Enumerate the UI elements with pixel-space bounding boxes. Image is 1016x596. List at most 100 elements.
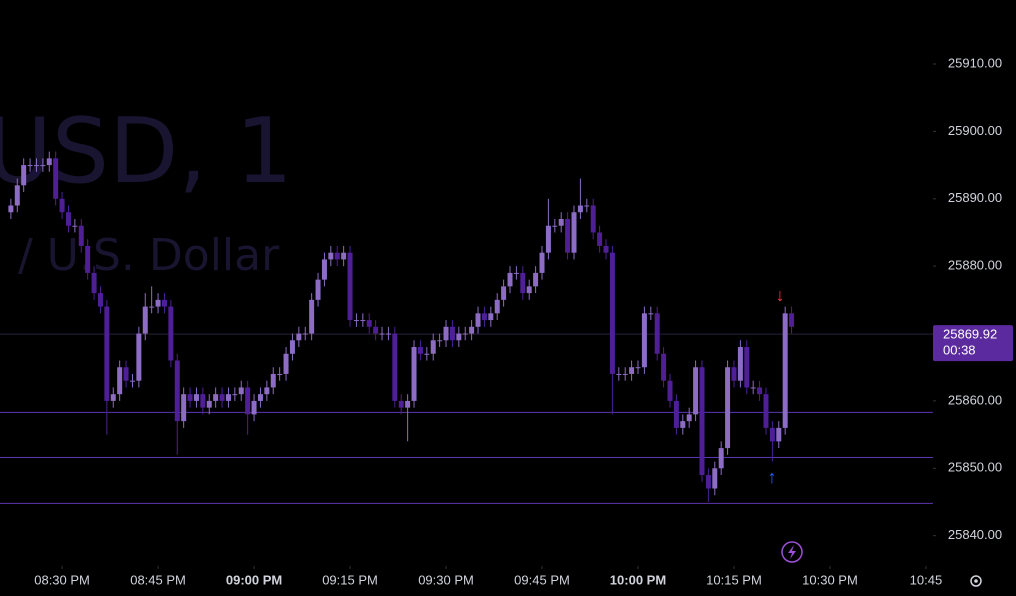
candle-body: [590, 205, 596, 233]
x-tick-label: 10:45: [910, 572, 943, 587]
candle-body: [411, 347, 417, 401]
candle-body: [405, 400, 411, 408]
x-tick-label: 08:45 PM: [130, 572, 186, 587]
candle-body: [469, 326, 475, 334]
candle-body: [456, 333, 462, 341]
candle-body: [635, 367, 641, 369]
candle-body: [181, 394, 187, 422]
candle-body: [129, 380, 135, 382]
candle-body: [705, 475, 711, 489]
candle-body: [321, 259, 327, 280]
candle-body: [398, 400, 404, 408]
plot-area: [0, 151, 933, 504]
candle-body: [699, 367, 705, 476]
candle-body: [14, 185, 20, 206]
candle-body: [597, 232, 603, 246]
candle-body: [565, 218, 571, 253]
watermark-description: / U.S. Dollar: [18, 230, 280, 281]
candle-body: [737, 347, 743, 381]
candle-body: [763, 394, 769, 428]
candle-body: [232, 394, 238, 396]
candle-body: [750, 387, 756, 389]
candle-body: [648, 313, 654, 315]
candle-body: [40, 165, 46, 167]
candle-body: [238, 387, 244, 395]
candle-body: [213, 394, 219, 401]
candle-body: [200, 394, 206, 408]
candle-body: [8, 205, 14, 213]
y-tick-label: 25840.00: [948, 527, 1002, 542]
candle-body: [110, 394, 116, 401]
candle-body: [85, 245, 91, 273]
candle-body: [347, 252, 353, 321]
candle-body: [622, 373, 628, 375]
candle-body: [289, 340, 295, 354]
price-label-box: [933, 325, 1013, 362]
x-tick-label: 08:30 PM: [34, 572, 90, 587]
candle-body: [654, 313, 660, 354]
candle-body: [616, 373, 622, 375]
y-tick-label: 25890.00: [948, 190, 1002, 205]
y-tick-label: 25920.00: [948, 0, 1002, 3]
candle-body: [545, 225, 551, 253]
candle-body: [174, 360, 180, 422]
lightning-icon[interactable]: [781, 541, 803, 563]
watermark-symbol: USD, 1: [0, 99, 293, 204]
buy-arrow: ↑: [768, 467, 777, 487]
candle-body: [789, 313, 795, 327]
candle-body: [609, 252, 615, 374]
settings-icon[interactable]: [970, 575, 982, 587]
candle-body: [501, 286, 507, 300]
candle-body: [149, 306, 155, 308]
candle-body: [353, 320, 359, 322]
x-tick-label: 09:45 PM: [514, 572, 570, 587]
candle-body: [629, 367, 635, 374]
candle-body: [296, 333, 302, 341]
candle-body: [53, 158, 59, 199]
candle-body: [360, 320, 366, 322]
candle-body: [257, 394, 263, 401]
candle-body: [97, 293, 103, 307]
candle-body: [661, 353, 667, 381]
candle-body: [91, 272, 97, 294]
candle-body: [341, 252, 347, 260]
candle-body: [373, 326, 379, 334]
candle-body: [328, 252, 334, 260]
candle-body: [117, 367, 123, 395]
candle-body: [27, 165, 33, 167]
candle-body: [168, 306, 174, 361]
candle-body: [277, 373, 283, 375]
candle-body: [725, 367, 731, 449]
candle-body: [571, 212, 577, 253]
candle-body: [264, 387, 270, 395]
candle-body: [270, 373, 276, 388]
y-tick-label: 25850.00: [948, 460, 1002, 475]
candle-body: [21, 165, 27, 186]
candle-body: [437, 340, 443, 342]
candle-body: [641, 313, 647, 368]
candle-body: [302, 333, 308, 335]
candle-body: [558, 218, 564, 226]
candle-body: [206, 400, 212, 408]
candle-body: [488, 313, 494, 321]
candle-body: [481, 313, 487, 321]
candle-body: [526, 286, 532, 294]
y-tick-label: 25860.00: [948, 392, 1002, 407]
candle-body: [584, 205, 590, 207]
candle-body: [366, 320, 372, 327]
candle-body: [104, 306, 110, 401]
candle-body: [46, 158, 52, 166]
x-tick-label: 10:30 PM: [802, 572, 858, 587]
x-tick-label: 09:00 PM: [226, 572, 282, 587]
candle-body: [667, 380, 673, 401]
candle-body: [72, 225, 78, 227]
y-tick-label: 25910.00: [948, 55, 1002, 70]
candle-body: [686, 414, 692, 422]
candle-body: [123, 367, 129, 381]
y-tick-label: 25880.00: [948, 258, 1002, 273]
x-tick-label: 09:30 PM: [418, 572, 474, 587]
y-tick-label: 25900.00: [948, 123, 1002, 138]
candle-body: [494, 299, 500, 314]
candle-body: [693, 367, 699, 415]
